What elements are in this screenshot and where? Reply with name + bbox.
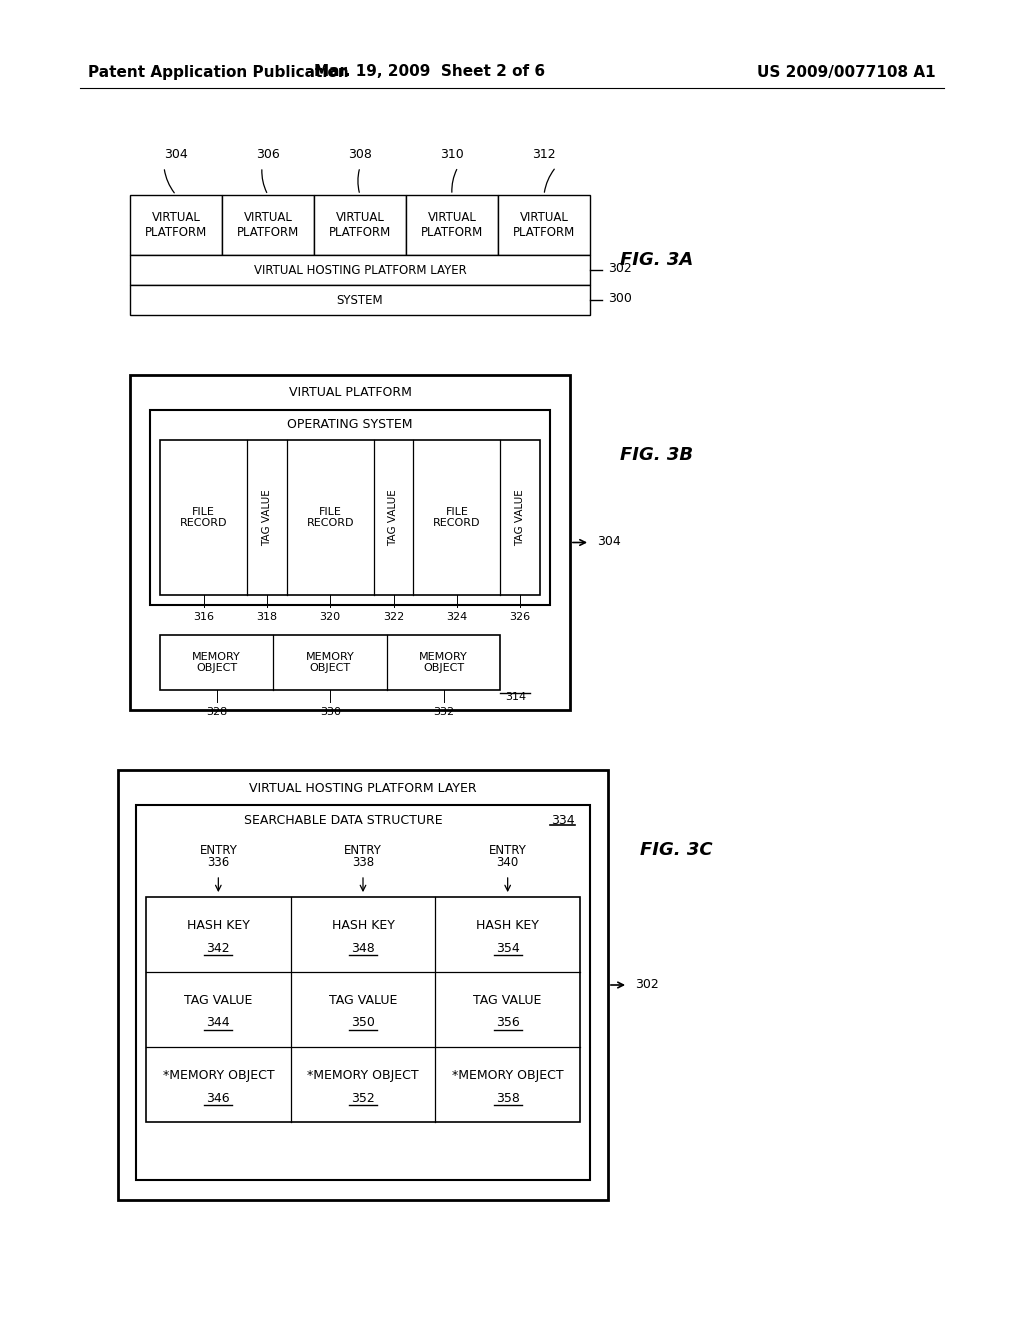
Text: 306: 306 [256,149,280,161]
Text: 334: 334 [551,814,575,828]
Text: 320: 320 [319,612,341,622]
Text: 358: 358 [496,1092,519,1105]
Text: 356: 356 [496,1016,519,1030]
Text: SEARCHABLE DATA STRUCTURE: SEARCHABLE DATA STRUCTURE [244,814,442,828]
Text: 304: 304 [164,149,187,161]
Bar [130,195,222,255]
Bar [130,375,570,710]
Bar [314,195,406,255]
Text: MEMORY
OBJECT: MEMORY OBJECT [419,652,468,673]
Bar [118,770,608,1200]
Text: FIG. 3C: FIG. 3C [640,841,713,859]
Text: 332: 332 [433,708,455,717]
Text: 340: 340 [497,857,519,870]
Bar [150,411,550,605]
Text: 304: 304 [597,535,621,548]
Bar [498,195,590,255]
Text: 318: 318 [256,612,278,622]
Text: 352: 352 [351,1092,375,1105]
Text: ENTRY: ENTRY [200,843,238,857]
Text: 354: 354 [496,941,519,954]
Text: OPERATING SYSTEM: OPERATING SYSTEM [288,418,413,432]
Text: TAG VALUE: TAG VALUE [388,490,398,546]
Text: SYSTEM: SYSTEM [337,293,383,306]
Text: FIG. 3B: FIG. 3B [620,446,693,465]
Text: 326: 326 [510,612,530,622]
Text: MEMORY
OBJECT: MEMORY OBJECT [193,652,241,673]
Text: 348: 348 [351,941,375,954]
Text: HASH KEY: HASH KEY [332,919,394,932]
Text: VIRTUAL
PLATFORM: VIRTUAL PLATFORM [237,211,299,239]
Text: TAG VALUE: TAG VALUE [329,994,397,1007]
Text: TAG VALUE: TAG VALUE [473,994,542,1007]
Text: VIRTUAL
PLATFORM: VIRTUAL PLATFORM [513,211,575,239]
Text: 308: 308 [348,149,372,161]
Text: VIRTUAL
PLATFORM: VIRTUAL PLATFORM [329,211,391,239]
Bar [146,898,580,1122]
Bar [136,805,590,1180]
Text: VIRTUAL HOSTING PLATFORM LAYER: VIRTUAL HOSTING PLATFORM LAYER [254,264,466,276]
Bar [222,195,314,255]
Text: ENTRY: ENTRY [344,843,382,857]
Text: 346: 346 [207,1092,230,1105]
Text: 322: 322 [383,612,404,622]
Text: US 2009/0077108 A1: US 2009/0077108 A1 [758,65,936,79]
Text: TAG VALUE: TAG VALUE [515,490,525,546]
Bar [130,255,590,285]
Text: FIG. 3A: FIG. 3A [620,251,693,269]
Text: Patent Application Publication: Patent Application Publication [88,65,349,79]
Text: VIRTUAL
PLATFORM: VIRTUAL PLATFORM [144,211,207,239]
Bar [160,440,540,595]
Text: FILE
RECORD: FILE RECORD [306,507,354,528]
Text: MEMORY
OBJECT: MEMORY OBJECT [306,652,354,673]
Text: 350: 350 [351,1016,375,1030]
Text: VIRTUAL
PLATFORM: VIRTUAL PLATFORM [421,211,483,239]
Text: 336: 336 [207,857,229,870]
Text: 302: 302 [608,263,632,276]
Text: VIRTUAL PLATFORM: VIRTUAL PLATFORM [289,387,412,400]
Text: 316: 316 [194,612,214,622]
Text: HASH KEY: HASH KEY [187,919,250,932]
Text: 300: 300 [608,293,632,305]
Text: FILE
RECORD: FILE RECORD [433,507,480,528]
Text: 324: 324 [446,612,468,622]
Text: 314: 314 [506,692,526,702]
Bar [130,285,590,315]
Text: ENTRY: ENTRY [488,843,526,857]
Text: 344: 344 [207,1016,230,1030]
Text: 338: 338 [352,857,374,870]
Text: 328: 328 [206,708,227,717]
Text: TAG VALUE: TAG VALUE [262,490,272,546]
Text: *MEMORY OBJECT: *MEMORY OBJECT [307,1069,419,1082]
Text: *MEMORY OBJECT: *MEMORY OBJECT [452,1069,563,1082]
Text: 312: 312 [532,149,556,161]
Text: TAG VALUE: TAG VALUE [184,994,253,1007]
Text: 330: 330 [319,708,341,717]
Text: Mar. 19, 2009  Sheet 2 of 6: Mar. 19, 2009 Sheet 2 of 6 [314,65,546,79]
Text: 302: 302 [635,978,658,990]
Text: VIRTUAL HOSTING PLATFORM LAYER: VIRTUAL HOSTING PLATFORM LAYER [249,781,477,795]
Text: FILE
RECORD: FILE RECORD [180,507,227,528]
Text: HASH KEY: HASH KEY [476,919,539,932]
Text: 310: 310 [440,149,464,161]
Text: 342: 342 [207,941,230,954]
Text: *MEMORY OBJECT: *MEMORY OBJECT [163,1069,274,1082]
Bar [406,195,498,255]
Bar [160,635,501,690]
